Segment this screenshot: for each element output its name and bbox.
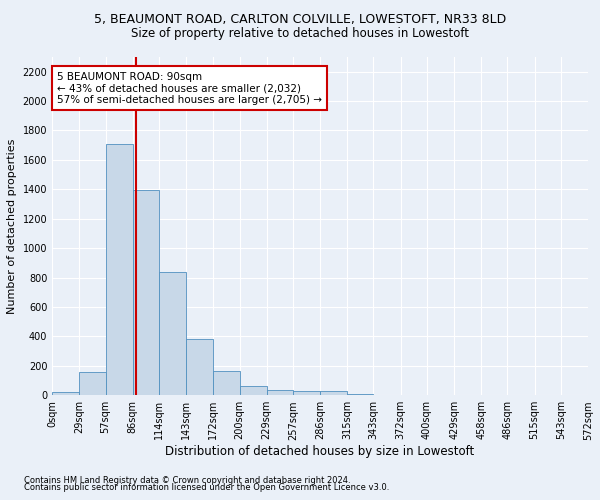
Bar bbox=[347, 394, 373, 395]
Y-axis label: Number of detached properties: Number of detached properties bbox=[7, 138, 17, 314]
Bar bbox=[52, 392, 79, 395]
Bar bbox=[186, 338, 213, 395]
Text: Contains public sector information licensed under the Open Government Licence v3: Contains public sector information licen… bbox=[24, 484, 389, 492]
Text: 5, BEAUMONT ROAD, CARLTON COLVILLE, LOWESTOFT, NR33 8LD: 5, BEAUMONT ROAD, CARLTON COLVILLE, LOWE… bbox=[94, 12, 506, 26]
Bar bbox=[159, 272, 186, 395]
Bar bbox=[213, 371, 239, 395]
Text: Size of property relative to detached houses in Lowestoft: Size of property relative to detached ho… bbox=[131, 28, 469, 40]
Bar bbox=[239, 386, 266, 395]
Bar bbox=[79, 372, 106, 395]
Bar bbox=[320, 391, 347, 395]
Bar bbox=[106, 144, 133, 395]
Bar bbox=[266, 390, 293, 395]
X-axis label: Distribution of detached houses by size in Lowestoft: Distribution of detached houses by size … bbox=[166, 445, 475, 458]
Bar bbox=[293, 391, 320, 395]
Bar bbox=[133, 190, 159, 395]
Text: Contains HM Land Registry data © Crown copyright and database right 2024.: Contains HM Land Registry data © Crown c… bbox=[24, 476, 350, 485]
Text: 5 BEAUMONT ROAD: 90sqm
← 43% of detached houses are smaller (2,032)
57% of semi-: 5 BEAUMONT ROAD: 90sqm ← 43% of detached… bbox=[57, 72, 322, 105]
